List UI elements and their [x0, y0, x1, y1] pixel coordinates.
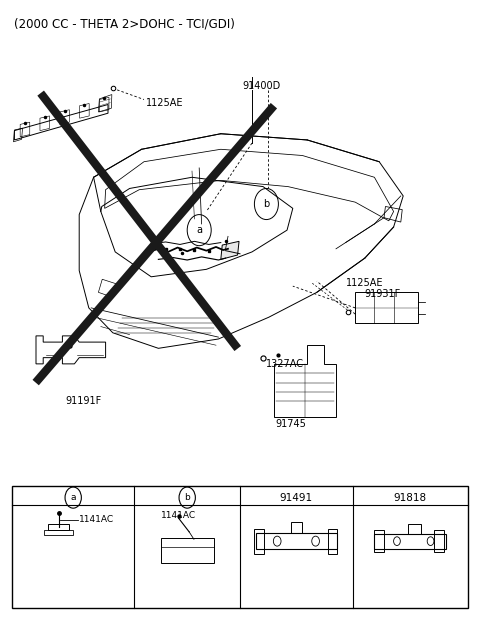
Text: 1125AE: 1125AE — [146, 98, 184, 108]
Text: 91400D: 91400D — [242, 81, 281, 91]
Bar — [12, 486, 468, 608]
Text: 91745: 91745 — [275, 419, 306, 429]
Text: a: a — [196, 225, 202, 235]
Text: 1125AE: 1125AE — [346, 278, 383, 288]
Text: 1141AC: 1141AC — [79, 516, 114, 524]
Text: 91491: 91491 — [280, 493, 313, 503]
Text: b: b — [263, 199, 270, 209]
Text: 91818: 91818 — [394, 493, 427, 503]
Text: 91191F: 91191F — [66, 396, 102, 406]
Text: b: b — [184, 493, 190, 502]
Polygon shape — [221, 241, 239, 259]
Text: (2000 CC - THETA 2>DOHC - TCI/GDI): (2000 CC - THETA 2>DOHC - TCI/GDI) — [14, 17, 235, 30]
Text: a: a — [71, 493, 76, 502]
Text: 1141AC: 1141AC — [161, 511, 196, 519]
Text: 91931F: 91931F — [365, 289, 401, 299]
Text: 1327AC: 1327AC — [266, 359, 304, 369]
